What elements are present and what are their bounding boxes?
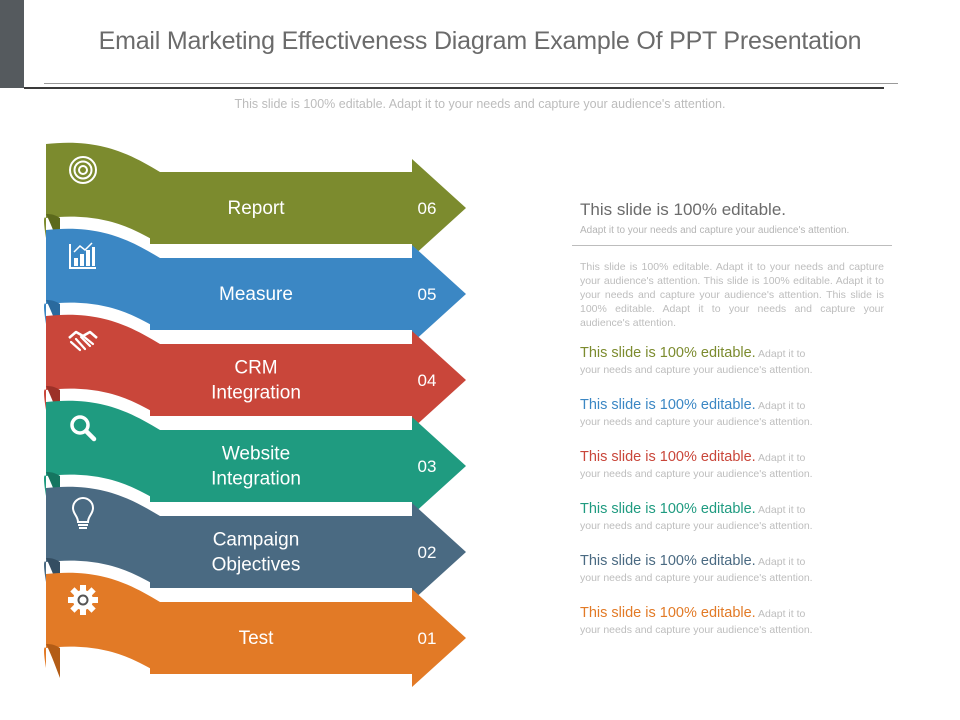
banner-number: 03 xyxy=(418,457,437,476)
bar-chart-icon xyxy=(69,242,96,269)
right-item: This slide is 100% editable. Adapt it to… xyxy=(580,605,900,638)
right-item-head: This slide is 100% editable. xyxy=(580,397,756,413)
banner-arrow xyxy=(150,245,466,343)
right-item: This slide is 100% editable. Adapt it to… xyxy=(580,397,900,430)
right-item-body: Adapt it to xyxy=(755,556,806,568)
banner-fold xyxy=(46,558,60,592)
right-item-body: Adapt it to xyxy=(755,452,806,464)
banner-1: Report 06 xyxy=(44,142,466,257)
right-item-body: Adapt it to xyxy=(755,504,806,516)
right-item-body: Adapt it to xyxy=(755,608,806,620)
banner-diagram: Report 06 Measure 05 CRM Integration 04 Website… xyxy=(44,142,466,687)
banner-label: Test xyxy=(239,628,275,649)
right-item-body: your needs and capture your audience's a… xyxy=(580,364,813,376)
lightbulb-icon xyxy=(71,496,95,529)
banner-label: Measure xyxy=(219,284,293,305)
banner-fold xyxy=(46,214,60,248)
banner-label: Report xyxy=(227,198,285,219)
banner-label: Objectives xyxy=(212,555,301,576)
handshake-icon xyxy=(68,330,98,352)
banner-number: 05 xyxy=(418,285,437,304)
banner-fold xyxy=(46,472,60,506)
banner-label: Integration xyxy=(211,469,301,490)
banner-5: Campaign Objectives 02 xyxy=(44,486,466,601)
right-subheading: Adapt it to your needs and capture your … xyxy=(580,225,850,236)
right-item: This slide is 100% editable. Adapt it to… xyxy=(580,449,900,482)
banner-6: Test 01 xyxy=(44,572,466,687)
right-panel: This slide is 100% editable. Adapt it to… xyxy=(572,200,900,636)
right-item-body: Adapt it to xyxy=(755,348,806,360)
corner-accent xyxy=(0,0,24,88)
banner-label: Website xyxy=(222,444,290,465)
gear-icon xyxy=(68,585,98,615)
banner-tab xyxy=(44,400,160,502)
banner-tab xyxy=(44,572,160,674)
banner-number: 04 xyxy=(418,371,437,390)
banner-tab xyxy=(44,314,160,416)
banner-label: Campaign xyxy=(213,530,300,551)
banner-4: Website Integration 03 xyxy=(44,400,466,515)
banner-number: 06 xyxy=(418,199,437,218)
right-item-body: your needs and capture your audience's a… xyxy=(580,624,813,636)
target-icon xyxy=(69,156,97,184)
banner-label: CRM xyxy=(234,358,277,379)
banner-number: 01 xyxy=(418,629,437,648)
banner-tab xyxy=(44,228,160,330)
banner-tab xyxy=(44,142,160,244)
banner-fold xyxy=(46,644,60,678)
right-heading: This slide is 100% editable. xyxy=(580,200,787,219)
banner-2: Measure 05 xyxy=(44,228,466,343)
banner-arrow xyxy=(150,589,466,687)
right-item-head: This slide is 100% editable. xyxy=(580,605,756,621)
right-item: This slide is 100% editable. Adapt it to… xyxy=(580,501,900,534)
right-item-head: This slide is 100% editable. xyxy=(580,501,756,517)
right-item: This slide is 100% editable. Adapt it to… xyxy=(580,553,900,586)
banner-arrow xyxy=(150,503,466,601)
right-item-head: This slide is 100% editable. xyxy=(580,449,756,465)
title-rule-bold xyxy=(24,87,884,89)
banner-label: Integration xyxy=(211,383,301,404)
banner-arrow xyxy=(150,159,466,257)
banner-tab xyxy=(44,486,160,588)
right-divider xyxy=(572,245,892,246)
title-rule xyxy=(44,83,898,84)
right-item-body: Adapt it to xyxy=(755,400,806,412)
right-item-body: your needs and capture your audience's a… xyxy=(580,572,813,584)
right-item-head: This slide is 100% editable. xyxy=(580,345,756,361)
right-item: This slide is 100% editable. Adapt it to… xyxy=(580,345,900,378)
slide-subtitle: This slide is 100% editable. Adapt it to… xyxy=(234,97,726,111)
banner-arrow xyxy=(150,417,466,515)
right-item-body: your needs and capture your audience's a… xyxy=(580,416,813,428)
banner-fold xyxy=(46,386,60,420)
right-item-head: This slide is 100% editable. xyxy=(580,553,756,569)
banner-arrow xyxy=(150,331,466,429)
right-paragraph: This slide is 100% editable. Adapt it to… xyxy=(580,261,884,329)
search-icon xyxy=(70,415,97,442)
slide-title: Email Marketing Effectiveness Diagram Ex… xyxy=(98,27,862,55)
right-item-body: your needs and capture your audience's a… xyxy=(580,468,813,480)
right-item-body: your needs and capture your audience's a… xyxy=(580,520,813,532)
banner-3: CRM Integration 04 xyxy=(44,314,466,429)
banner-fold xyxy=(46,300,60,334)
banner-number: 02 xyxy=(418,543,437,562)
